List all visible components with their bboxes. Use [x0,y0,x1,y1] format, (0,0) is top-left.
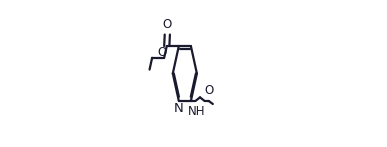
Text: N: N [174,102,184,115]
Text: O: O [204,84,213,97]
Text: NH: NH [188,105,205,118]
Text: O: O [163,18,172,31]
Text: O: O [158,46,167,59]
